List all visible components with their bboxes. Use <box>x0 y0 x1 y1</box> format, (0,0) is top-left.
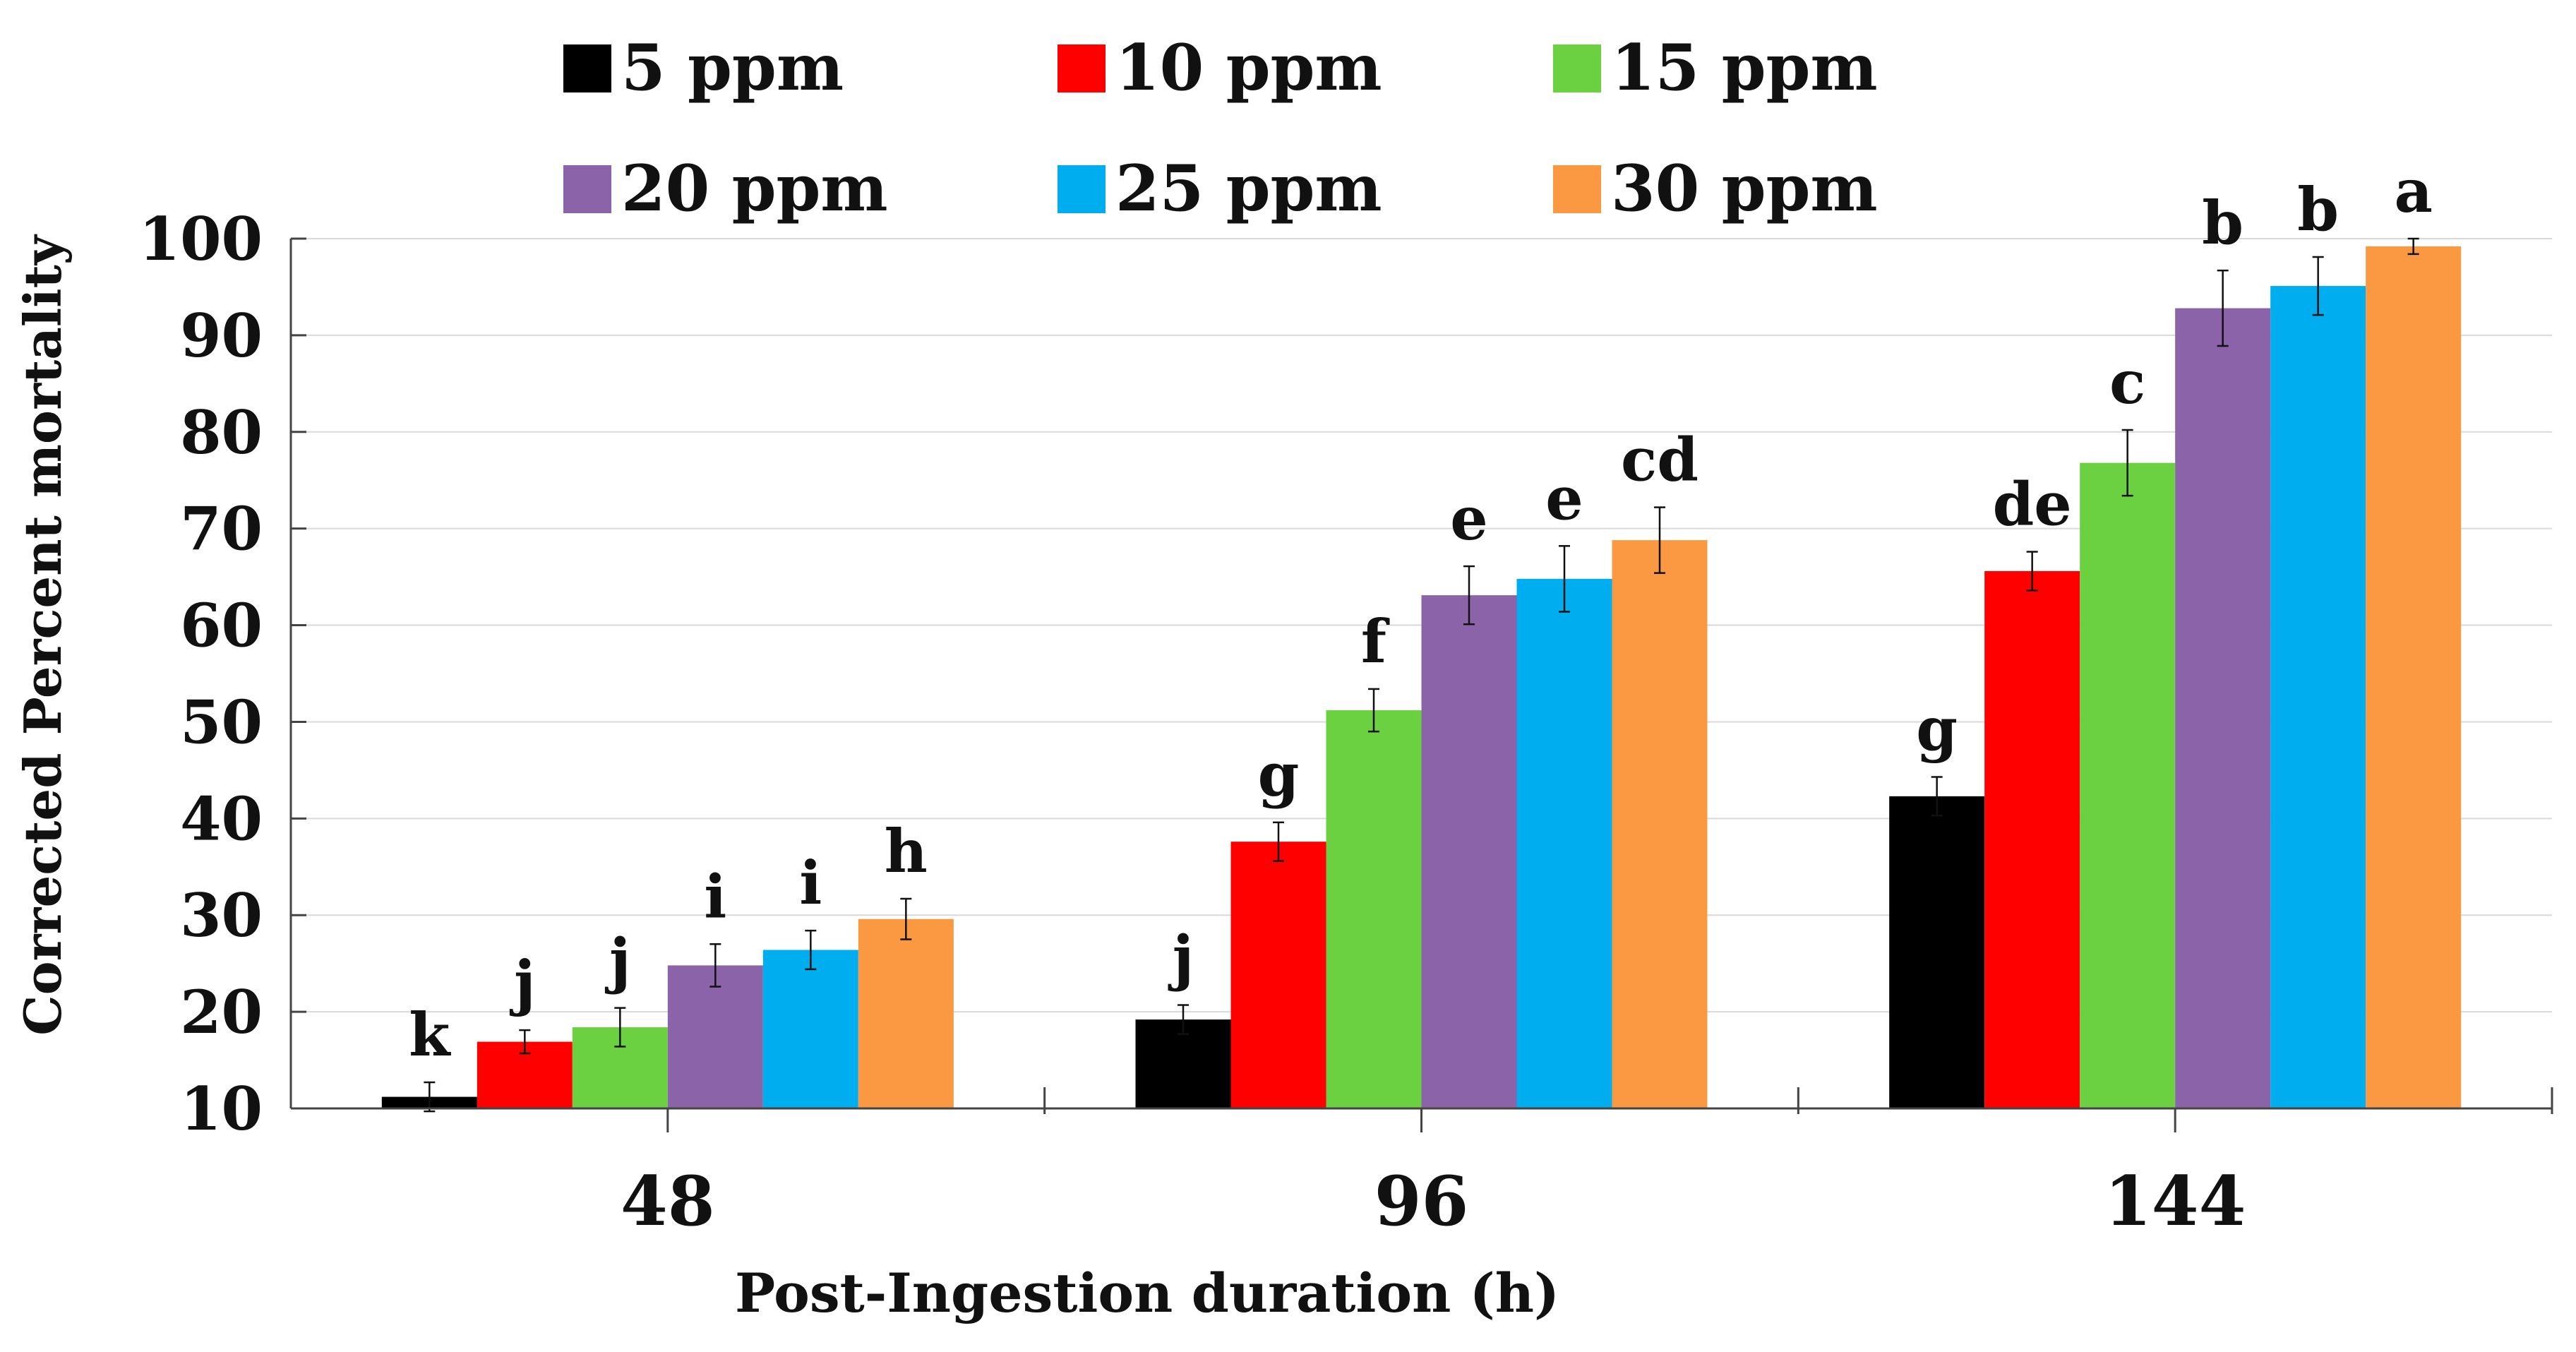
significance-letter: e <box>1545 463 1583 533</box>
significance-letter: b <box>2202 188 2243 258</box>
legend: 5 ppm 10 ppm 15 ppm 20 ppm 25 ppm 30 ppm <box>563 30 1878 226</box>
legend-label: 10 ppm <box>1115 30 1382 105</box>
significance-letter: cd <box>1621 425 1699 495</box>
y-tick-label: 70 <box>180 494 263 564</box>
legend-label: 20 ppm <box>621 151 888 226</box>
bars <box>381 246 2462 1108</box>
significance-letter: f <box>1361 606 1390 676</box>
y-tick-label: 50 <box>180 687 263 757</box>
y-axis-title: Corrected Percent mortality <box>13 234 73 1036</box>
significance-letter: k <box>409 1000 451 1070</box>
legend-label: 15 ppm <box>1611 30 1878 105</box>
axes <box>289 237 2553 1132</box>
bar <box>1516 578 1612 1108</box>
legend-swatch <box>1553 44 1601 92</box>
y-tick-label: 40 <box>180 784 263 854</box>
y-tick-label: 60 <box>180 591 263 661</box>
y-tick-label: 90 <box>180 301 263 371</box>
y-tick-label: 80 <box>180 397 263 467</box>
significance-letter: i <box>799 848 822 918</box>
legend-swatch <box>563 165 611 213</box>
bar <box>2175 308 2271 1108</box>
legend-swatch <box>1058 165 1106 213</box>
significance-letter: h <box>885 816 928 886</box>
y-tick-label: 100 <box>139 204 263 274</box>
x-tick-label: 144 <box>2104 1161 2246 1241</box>
bar <box>1612 540 1708 1108</box>
y-tick-labels: 10 20 30 40 50 60 70 80 90 100 <box>139 204 263 1144</box>
bar <box>1984 570 2080 1108</box>
significance-letter: j <box>509 947 535 1017</box>
legend-swatch <box>1553 165 1601 213</box>
significance-letter: i <box>704 861 726 931</box>
bar <box>2366 246 2462 1108</box>
significance-letter: j <box>1168 923 1194 993</box>
significance-letter: j <box>604 926 630 995</box>
x-tick-labels: 48 96 144 <box>621 1161 2246 1241</box>
significance-letter: de <box>1993 469 2072 539</box>
x-axis-title: Post-Ingestion duration (h) <box>735 1262 1559 1324</box>
bar <box>1326 710 1422 1108</box>
bar <box>667 965 763 1108</box>
legend-label: 30 ppm <box>1611 151 1878 226</box>
y-tick-label: 10 <box>180 1074 263 1144</box>
x-tick-label: 48 <box>621 1161 715 1241</box>
legend-swatch <box>1058 44 1106 92</box>
bar <box>2270 286 2366 1108</box>
significance-letter: e <box>1450 484 1487 554</box>
significance-letter: b <box>2297 174 2339 244</box>
legend-swatch <box>563 44 611 92</box>
y-tick-label: 20 <box>180 977 263 1047</box>
x-tick-label: 96 <box>1374 1161 1469 1241</box>
significance-letter: c <box>2109 347 2145 417</box>
legend-label: 5 ppm <box>621 30 844 105</box>
significance-letter: a <box>2394 156 2432 226</box>
significance-letter: g <box>1258 740 1300 810</box>
y-tick-label: 30 <box>180 880 263 950</box>
bar <box>1421 595 1517 1108</box>
bar <box>2080 462 2176 1108</box>
bar <box>858 919 954 1108</box>
bar <box>1889 796 1985 1108</box>
bar <box>1230 842 1326 1108</box>
significance-letter: g <box>1916 694 1958 764</box>
error-bars <box>424 237 2419 1113</box>
legend-label: 25 ppm <box>1115 151 1382 226</box>
bar <box>762 950 858 1108</box>
